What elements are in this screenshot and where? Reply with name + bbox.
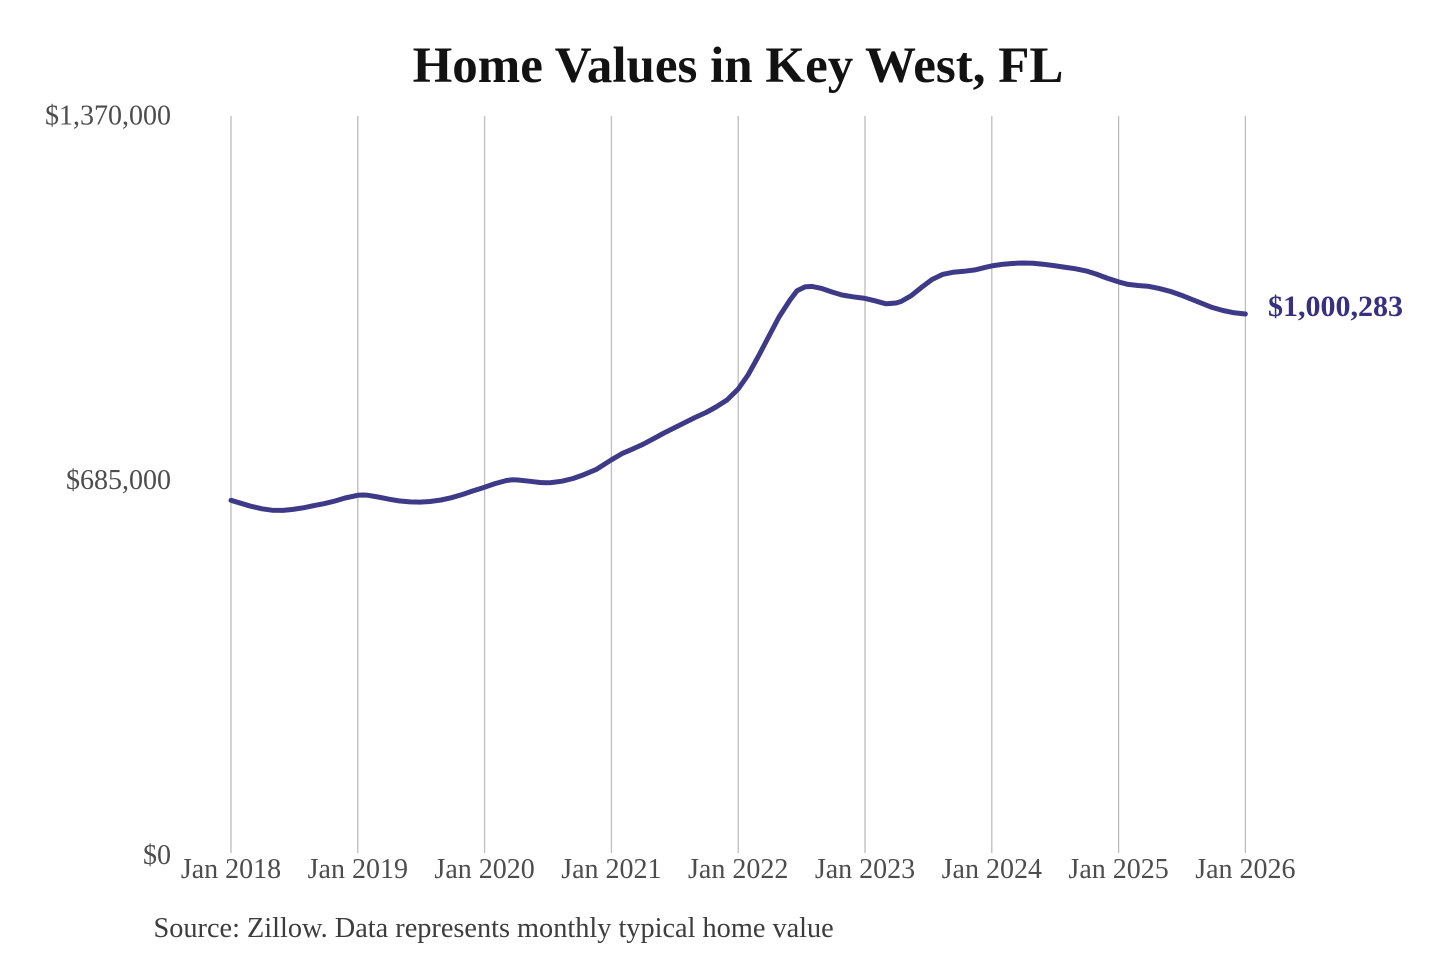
svg-text:Jan 2021: Jan 2021 xyxy=(561,854,661,885)
svg-text:Source: Zillow. Data represent: Source: Zillow. Data represents monthly … xyxy=(154,913,834,944)
svg-text:Jan 2022: Jan 2022 xyxy=(688,854,788,885)
svg-text:Jan 2025: Jan 2025 xyxy=(1068,854,1168,885)
svg-text:Jan 2020: Jan 2020 xyxy=(434,854,534,885)
svg-text:$1,370,000: $1,370,000 xyxy=(45,101,171,132)
svg-text:Jan 2024: Jan 2024 xyxy=(942,854,1042,885)
svg-text:$1,000,283: $1,000,283 xyxy=(1268,290,1403,323)
svg-text:Jan 2023: Jan 2023 xyxy=(815,854,915,885)
svg-text:Home Values in Key West, FL: Home Values in Key West, FL xyxy=(413,38,1064,94)
svg-text:$685,000: $685,000 xyxy=(66,465,171,496)
svg-text:Jan 2018: Jan 2018 xyxy=(181,854,281,885)
svg-text:Jan 2026: Jan 2026 xyxy=(1195,854,1295,885)
svg-text:Jan 2019: Jan 2019 xyxy=(308,854,408,885)
svg-text:$0: $0 xyxy=(143,840,171,871)
